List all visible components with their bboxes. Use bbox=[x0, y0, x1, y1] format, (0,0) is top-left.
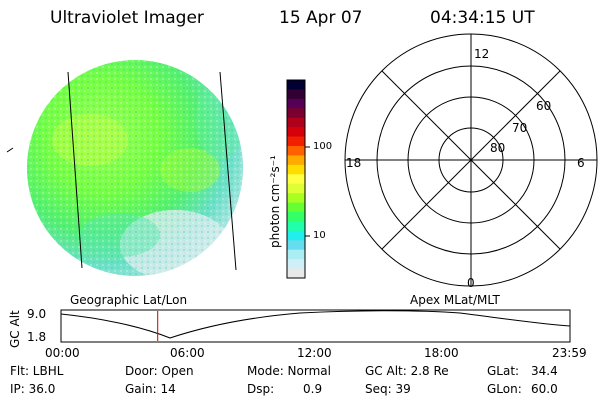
y-tick-1.8: 1.8 bbox=[27, 330, 47, 344]
colorbar-label-10: 10 bbox=[313, 230, 326, 241]
earth-disk bbox=[27, 60, 243, 276]
door-status: Door: Open bbox=[125, 364, 194, 378]
terminator-line-right bbox=[219, 71, 237, 271]
colorbar-swatch bbox=[287, 117, 305, 128]
instrument-title: Ultraviolet Imager bbox=[50, 8, 204, 28]
glat-label: GLat: bbox=[487, 364, 520, 378]
colorbar-swatch bbox=[287, 98, 305, 109]
gain-status: Gain: 14 bbox=[125, 382, 176, 396]
colorbar-swatch bbox=[287, 127, 305, 138]
mlt-label-6: 6 bbox=[577, 156, 585, 170]
altitude-curve bbox=[60, 310, 571, 339]
edge-tick bbox=[6, 147, 14, 153]
altitude-plot-frame bbox=[60, 309, 571, 343]
colorbar-swatch bbox=[287, 249, 305, 260]
colorbar-unit-label: photon cm⁻²s⁻¹ bbox=[268, 155, 282, 248]
y-tick-9: 9.0 bbox=[27, 307, 47, 321]
mlt-label-18: 18 bbox=[346, 156, 362, 170]
mode-status: Mode: Normal bbox=[247, 364, 331, 378]
colorbar-swatch bbox=[287, 155, 305, 166]
x-tick-0000: 00:00 bbox=[45, 346, 80, 360]
color-bar bbox=[287, 80, 305, 279]
glon-label: GLon: bbox=[487, 382, 522, 396]
mlt-label-0: 0 bbox=[467, 276, 475, 290]
colorbar-swatch bbox=[287, 174, 305, 185]
dsp-value: 0.9 bbox=[303, 382, 323, 396]
colorbar-label-100: 100 bbox=[313, 141, 333, 152]
colorbar-swatch bbox=[287, 164, 305, 175]
x-tick-1200: 12:00 bbox=[297, 346, 332, 360]
colorbar-swatch bbox=[287, 202, 305, 213]
glat-value: 34.4 bbox=[531, 364, 558, 378]
colorbar-swatch bbox=[287, 268, 305, 279]
colorbar-swatch bbox=[287, 221, 305, 232]
lat-label-80: 80 bbox=[490, 141, 506, 155]
geographic-label: Geographic Lat/Lon bbox=[70, 293, 188, 307]
colorbar-swatch bbox=[287, 89, 305, 100]
lat-label-70: 70 bbox=[512, 121, 528, 135]
date-label: 15 Apr 07 bbox=[279, 8, 363, 28]
colorbar-swatch bbox=[287, 183, 305, 194]
filter-status: Flt: LBHL bbox=[10, 364, 64, 378]
time-label: 04:34:15 UT bbox=[430, 8, 535, 28]
colorbar-swatch bbox=[287, 80, 305, 91]
gc-alt-axis-label: GC Alt bbox=[8, 310, 22, 348]
ip-status: IP: 36.0 bbox=[10, 382, 56, 396]
colorbar-swatch bbox=[287, 259, 305, 270]
x-tick-0600: 06:00 bbox=[170, 346, 205, 360]
colorbar-swatch bbox=[287, 212, 305, 223]
colorbar-swatch bbox=[287, 230, 305, 241]
x-tick-2359: 23:59 bbox=[552, 346, 587, 360]
mlt-label-12: 12 bbox=[474, 47, 490, 61]
polar-grid bbox=[344, 33, 598, 287]
colorbar-swatch bbox=[287, 108, 305, 119]
seq-status: Seq: 39 bbox=[365, 382, 411, 396]
colorbar-swatch bbox=[287, 146, 305, 157]
colorbar-swatch bbox=[287, 240, 305, 251]
terminator-line-left bbox=[67, 71, 83, 269]
glon-value: 60.0 bbox=[531, 382, 558, 396]
gc-alt-status: GC Alt: 2.8 Re bbox=[365, 364, 449, 378]
colorbar-swatch bbox=[287, 136, 305, 147]
lat-label-60: 60 bbox=[536, 99, 552, 113]
apex-label: Apex MLat/MLT bbox=[410, 293, 500, 307]
x-tick-1800: 18:00 bbox=[424, 346, 459, 360]
colorbar-swatch bbox=[287, 193, 305, 204]
dsp-label: Dsp: bbox=[247, 382, 275, 396]
